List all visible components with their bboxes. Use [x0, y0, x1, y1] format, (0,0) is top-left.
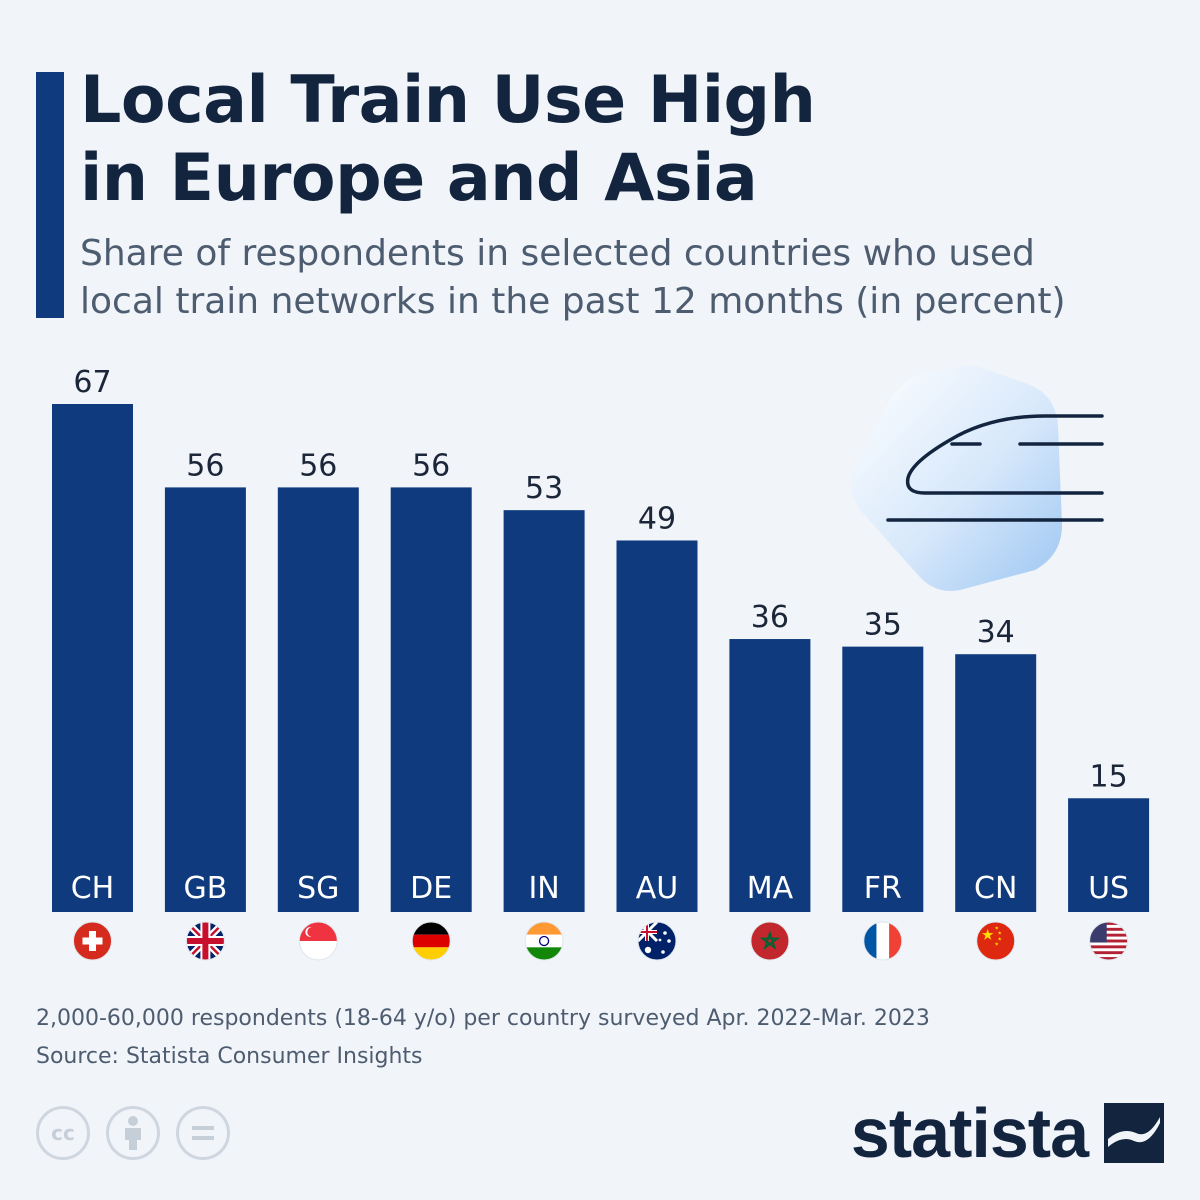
- bar-value-label: 56: [299, 448, 337, 483]
- bar-us: [1068, 798, 1150, 912]
- flag-ch-icon: [73, 921, 112, 961]
- creative-commons-icon[interactable]: cc: [36, 1106, 90, 1160]
- flag-de-icon: [411, 921, 451, 961]
- bar-value-label: 35: [864, 608, 902, 643]
- bar-category-label: IN: [528, 871, 559, 906]
- bar-fr: [842, 646, 924, 912]
- flag-cn-icon: [976, 921, 1016, 961]
- bar-value-label: 56: [412, 448, 450, 483]
- bar-value-label: 36: [751, 600, 789, 635]
- bar-category-label: US: [1088, 871, 1129, 906]
- flag-fr-icon: [863, 921, 903, 961]
- flag-us-icon: [1089, 921, 1129, 961]
- bar-value-label: 49: [638, 501, 676, 536]
- bar-ch: [52, 404, 133, 912]
- page-subtitle: Share of respondents in selected countri…: [80, 230, 1066, 326]
- bar-category-label: SG: [297, 871, 339, 906]
- subtitle-line-1: Share of respondents in selected countri…: [80, 233, 1035, 274]
- train-icon: [886, 414, 1104, 522]
- no-derivatives-icon[interactable]: [176, 1106, 230, 1160]
- bar-category-label: DE: [410, 871, 452, 906]
- bar-gb: [164, 487, 246, 912]
- title-line-2: in Europe and Asia: [80, 141, 758, 216]
- statista-logo-icon: [1104, 1103, 1164, 1163]
- statista-brand[interactable]: statista: [851, 1098, 1164, 1168]
- bar-cn: [955, 654, 1037, 912]
- bar-value-label: 67: [73, 365, 111, 400]
- bar-value-label: 53: [525, 471, 563, 506]
- bar-ma: [729, 639, 811, 912]
- flag-in-icon: [524, 921, 564, 961]
- survey-note: 2,000-60,000 respondents (18-64 y/o) per…: [36, 1006, 930, 1031]
- bar-category-label: CN: [974, 871, 1017, 906]
- hexagon-blob-shape: [851, 365, 1062, 591]
- bar-category-label: CH: [71, 871, 115, 906]
- bar-value-label: 56: [186, 448, 224, 483]
- bar-value-label: 34: [977, 615, 1015, 650]
- page-title: Local Train Use High in Europe and Asia: [80, 62, 816, 218]
- bar-in: [503, 510, 585, 912]
- flag-gb-icon: [185, 921, 225, 961]
- flag-au-icon: [637, 921, 677, 961]
- bar-category-label: AU: [636, 871, 678, 906]
- flag-sg-icon: [298, 921, 338, 961]
- bar-category-label: FR: [864, 871, 902, 906]
- train-illustration: [851, 365, 1104, 591]
- bar-au: [616, 540, 698, 912]
- subtitle-line-2: local train networks in the past 12 mont…: [80, 281, 1066, 322]
- bar-sg: [277, 487, 359, 912]
- bar-de: [390, 487, 472, 912]
- bar-value-label: 15: [1090, 759, 1128, 794]
- flag-ma-icon: [750, 921, 790, 961]
- title-line-1: Local Train Use High: [80, 63, 816, 138]
- title-accent-bar: [36, 72, 64, 318]
- bar-category-label: GB: [183, 871, 227, 906]
- bar-chart: 67 CH 56 GB 56 SG 56 DE 53 IN 49 AU 36 MA 35 FR 34 CN 15 US: [52, 365, 1150, 961]
- attribution-icon[interactable]: [106, 1106, 160, 1160]
- license-icons: cc: [36, 1106, 230, 1160]
- bar-category-label: MA: [747, 871, 794, 906]
- source-note: Source: Statista Consumer Insights: [36, 1044, 423, 1069]
- statista-wordmark: statista: [850, 1094, 1089, 1172]
- footnote: 2,000-60,000 respondents (18-64 y/o) per…: [36, 1000, 930, 1076]
